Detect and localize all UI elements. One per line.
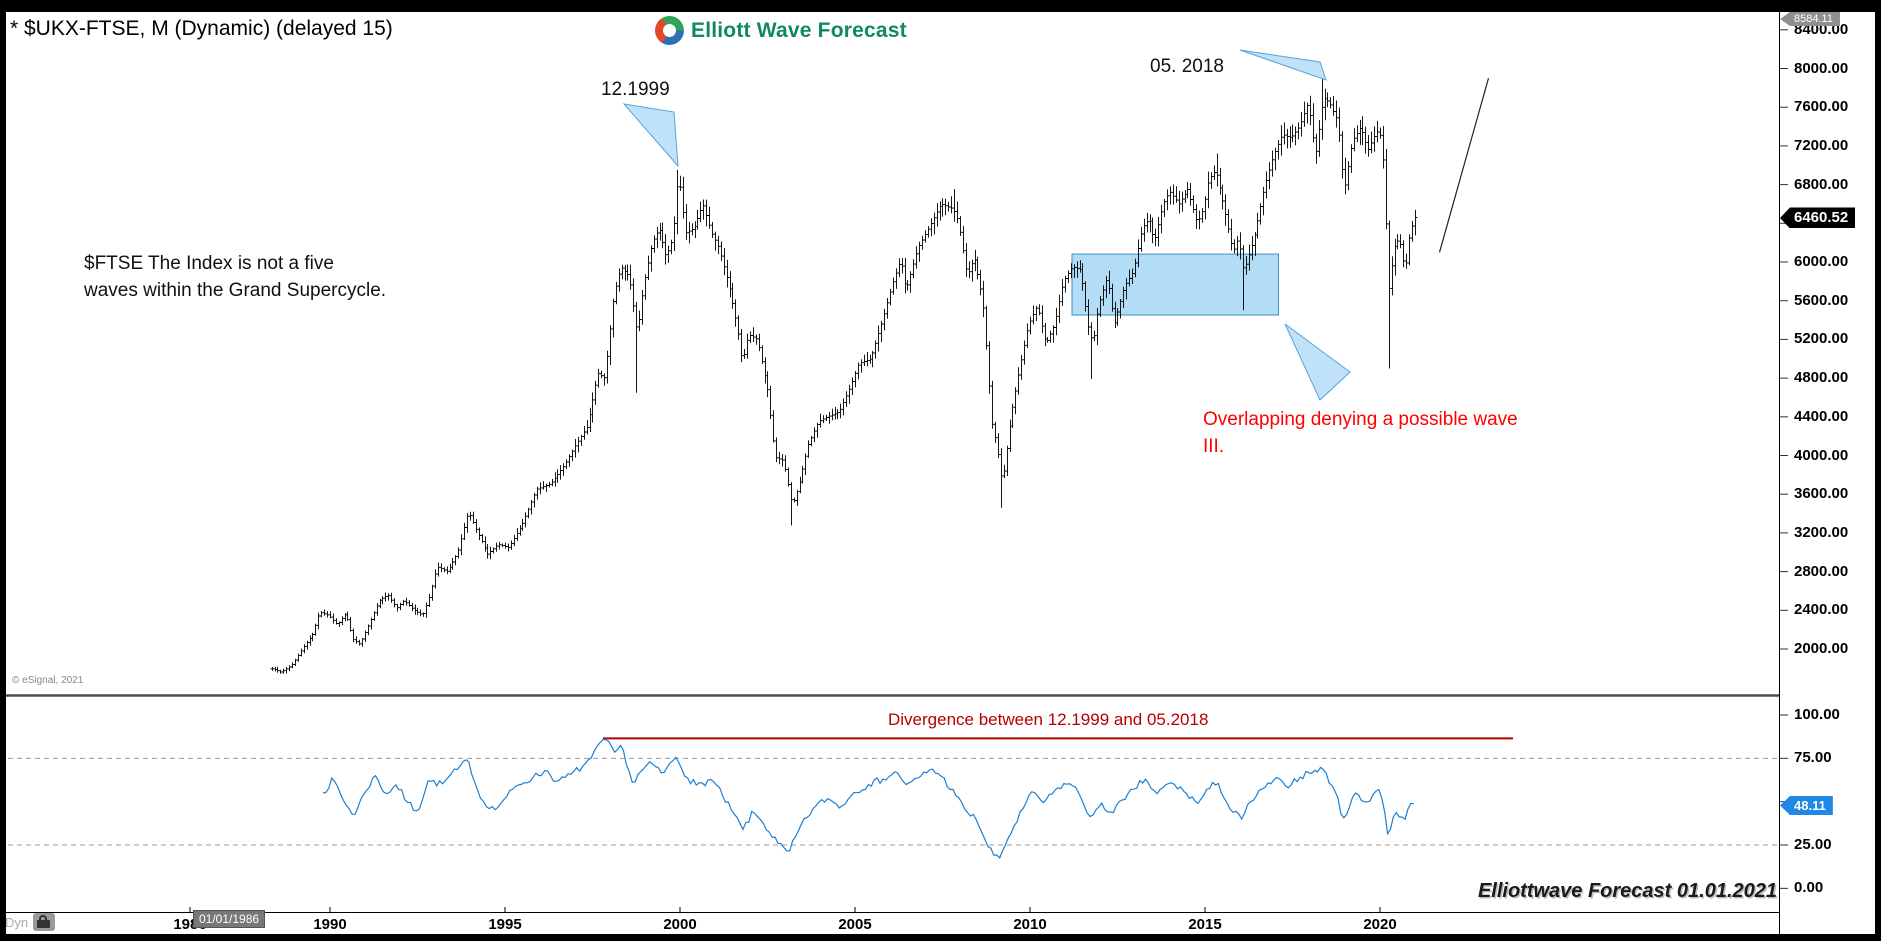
year-tick-label: 1995	[488, 916, 522, 933]
last-price-badge: 6460.52	[1780, 207, 1856, 229]
arrow-2018[interactable]	[1239, 49, 1327, 81]
brand-logo-icon	[655, 16, 684, 45]
arrow-overlap[interactable]	[1284, 323, 1351, 401]
brand-logo-text: Elliott Wave Forecast	[691, 18, 907, 42]
lock-icon	[39, 915, 47, 922]
price-bars	[270, 77, 1418, 674]
frame-right	[1875, 0, 1881, 941]
overlap-annotation[interactable]: Overlapping denying a possible wave III.	[1203, 406, 1518, 460]
note-annotation[interactable]: $FTSE The Index is not a five waves with…	[84, 250, 386, 304]
peak-2018-label[interactable]: 05. 2018	[1150, 56, 1224, 77]
rsi-value-badge: 48.11	[1780, 795, 1833, 815]
peak-1999-label[interactable]: 12.1999	[601, 79, 670, 100]
lock-button[interactable]	[33, 913, 55, 931]
frame-left	[0, 0, 6, 941]
arrow-1999[interactable]	[622, 103, 679, 168]
price-tick-label: 7600.00	[1794, 98, 1849, 116]
rsi-tick-label: 75.00	[1794, 749, 1832, 767]
year-tick-label: 2015	[1188, 916, 1222, 933]
scale-high-badge: 8584.11	[1780, 12, 1840, 26]
note-line1: $FTSE The Index is not a five	[84, 253, 334, 274]
chart-title: * $UKX-FTSE, M (Dynamic) (delayed 15)	[10, 17, 393, 40]
rsi-tick-label: 100.00	[1794, 706, 1840, 723]
overlap-box[interactable]	[1071, 253, 1279, 316]
year-tick-label: 2000	[663, 916, 697, 933]
price-tick-label: 2000.00	[1794, 640, 1849, 657]
year-tick-label: 2005	[838, 916, 872, 933]
price-tick-label: 2400.00	[1794, 601, 1849, 619]
price-tick-label: 3200.00	[1794, 523, 1849, 541]
frame-bottom	[0, 934, 1881, 941]
price-tick-label: 4800.00	[1794, 369, 1849, 387]
dynamic-mode-label: Dyn	[5, 915, 29, 930]
overlap-line2: III.	[1203, 436, 1225, 457]
frame-top	[0, 0, 1881, 12]
price-tick-label: 3600.00	[1794, 485, 1849, 503]
overlap-line1: Overlapping denying a possible wave	[1203, 409, 1518, 430]
rsi-tick-label: 0.00	[1794, 879, 1824, 897]
esignal-copyright: © eSignal, 2021	[12, 675, 84, 686]
year-tick-label: 1990	[313, 916, 347, 933]
price-tick-label: 6000.00	[1794, 253, 1849, 270]
note-line2: waves within the Grand Supercycle.	[84, 280, 387, 301]
price-tick-label: 6800.00	[1794, 175, 1849, 193]
oscillator-line	[322, 738, 1414, 859]
price-tick-label: 8000.00	[1794, 59, 1849, 77]
year-tick-label: 2020	[1363, 916, 1397, 933]
price-tick-label: 5200.00	[1794, 330, 1849, 348]
price-tick-label: 7200.00	[1794, 136, 1849, 154]
brand-logo: Elliott Wave Forecast	[655, 16, 907, 45]
price-tick-label: 2800.00	[1794, 562, 1849, 580]
price-tick-label: 4000.00	[1794, 446, 1849, 464]
watermark: Elliottwave Forecast 01.01.2021	[1477, 880, 1777, 902]
divergence-label[interactable]: Divergence between 12.1999 and 05.2018	[888, 710, 1209, 729]
year-tick-label: 2010	[1013, 916, 1047, 933]
start-date-badge: 01/01/1986	[193, 910, 266, 928]
forecast-trendline[interactable]	[1438, 78, 1490, 253]
price-tick-label: 4400.00	[1794, 407, 1849, 425]
price-tick-label: 5600.00	[1794, 291, 1849, 309]
rsi-tick-label: 25.00	[1794, 836, 1832, 853]
